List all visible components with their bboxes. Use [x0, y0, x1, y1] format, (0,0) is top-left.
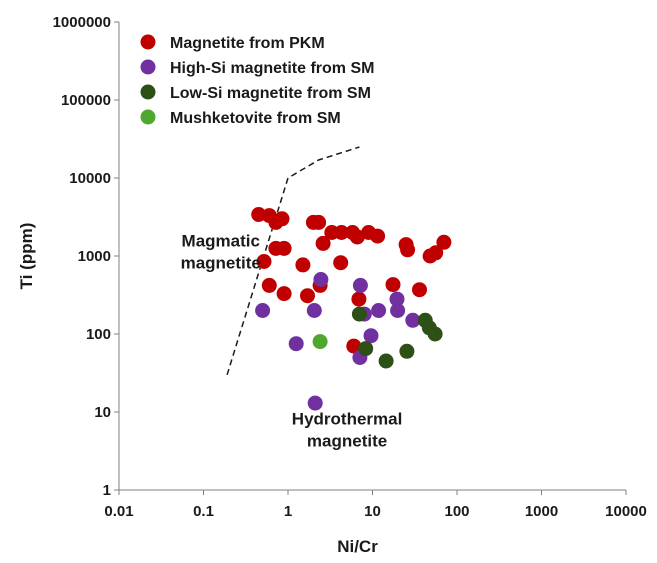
data-point: [352, 277, 368, 293]
y-tick-label: 100000: [61, 92, 111, 109]
x-tick-label: 10000: [605, 503, 647, 520]
legend-marker-low-si-magnetite-from-sm: [140, 84, 156, 100]
annotation-line: Magmatic: [182, 231, 260, 250]
annotation-magmatic: Magmatic magnetite: [181, 231, 261, 272]
data-point: [346, 338, 362, 354]
data-points: [251, 207, 452, 411]
boundary-dashed-line: [226, 146, 360, 376]
y-tick-label: 1000: [78, 248, 111, 265]
annotation-line: Hydrothermal: [292, 409, 403, 428]
legend-marker-mushketovite-from-sm: [140, 109, 156, 125]
y-tick-label: 1000000: [53, 14, 111, 31]
data-point: [313, 272, 329, 287]
data-point: [256, 254, 272, 269]
data-point: [358, 341, 374, 357]
data-point: [400, 242, 416, 258]
annotation-hydrothermal: Hydrothermal magnetite: [292, 409, 403, 450]
series-magnetite-from-pkm: [251, 207, 452, 354]
data-point: [312, 334, 328, 350]
data-point: [399, 343, 415, 359]
data-point: [311, 214, 327, 230]
data-point: [288, 336, 304, 352]
annotation-line: magnetite: [181, 253, 261, 272]
data-point: [295, 257, 311, 273]
legend-marker-high-si-magnetite-from-sm: [140, 59, 156, 75]
annotations: Magmatic magnetite Hydrothermal magnetite: [181, 231, 403, 450]
y-tick-label: 10: [94, 404, 111, 421]
x-tick-label: 10: [364, 503, 381, 520]
y-tick-label: 100: [86, 326, 111, 343]
boundary-line-group: [226, 146, 360, 376]
data-point: [390, 303, 406, 318]
y-axis-title: Ti (ppm): [17, 223, 36, 290]
x-tick-label: 0.1: [193, 503, 214, 520]
series-high-si-magnetite-from-sm: [255, 272, 421, 411]
data-point: [315, 235, 331, 251]
data-point: [385, 277, 401, 293]
data-point: [334, 225, 349, 240]
x-tick-label: 1000: [525, 503, 558, 520]
data-point: [378, 353, 394, 369]
x-tick-label: 0.01: [104, 503, 133, 520]
series-mushketovite-from-sm: [312, 334, 328, 350]
x-axis-title: Ni/Cr: [337, 537, 378, 556]
y-tick-label: 10000: [69, 170, 111, 187]
data-point: [371, 303, 387, 318]
annotation-line: magnetite: [307, 431, 387, 450]
data-point: [276, 240, 292, 256]
data-point: [276, 286, 292, 302]
data-point: [351, 306, 367, 322]
data-point: [427, 326, 443, 342]
legend-label-mushketovite-from-sm: Mushketovite from SM: [170, 110, 341, 127]
data-point: [274, 211, 290, 227]
axes: 0.01 0.1 1 10 100 1000 10000 1 10 100 1000 10000 100…: [17, 14, 647, 556]
data-point: [412, 282, 427, 298]
y-tick-label: 1: [103, 482, 111, 499]
data-point: [307, 395, 323, 411]
legend-label-low-si-magnetite-from-sm: Low-Si magnetite from SM: [170, 85, 371, 102]
legend-marker-magnetite-from-pkm: [140, 34, 156, 50]
x-tick-label: 100: [444, 503, 469, 520]
data-point: [300, 288, 315, 304]
data-point: [428, 245, 444, 261]
data-point: [306, 303, 322, 318]
data-point: [349, 229, 365, 245]
data-point: [255, 303, 271, 318]
data-point: [351, 291, 367, 307]
data-point: [370, 228, 386, 244]
data-point: [333, 255, 349, 271]
data-point: [363, 328, 379, 344]
data-point: [405, 312, 421, 328]
x-tick-label: 1: [284, 503, 292, 520]
data-point: [261, 277, 277, 293]
data-point: [436, 234, 452, 250]
legend: Magnetite from PKM High-Si magnetite from…: [140, 34, 374, 127]
series-low-si-magnetite-from-sm: [351, 306, 443, 369]
legend-label-magnetite-from-pkm: Magnetite from PKM: [170, 35, 325, 52]
data-point: [389, 291, 405, 307]
legend-label-high-si-magnetite-from-sm: High-Si magnetite from SM: [170, 60, 374, 77]
